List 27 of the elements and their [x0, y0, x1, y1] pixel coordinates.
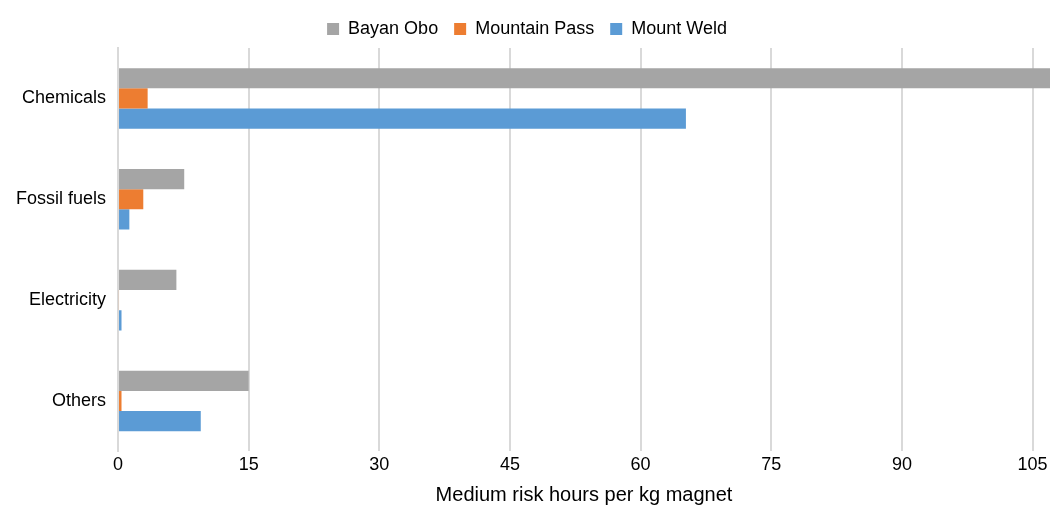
- bar: [119, 310, 122, 331]
- bar: [119, 88, 148, 109]
- bar: [119, 108, 686, 129]
- legend-label: Mount Weld: [631, 17, 727, 38]
- y-tick-label: Others: [52, 389, 107, 410]
- bar: [119, 68, 1050, 89]
- x-tick-label: 0: [113, 454, 124, 475]
- y-tick-label: Electricity: [29, 289, 107, 310]
- bar: [119, 370, 249, 391]
- legend-label: Bayan Obo: [348, 17, 439, 38]
- x-tick-label: 30: [369, 454, 390, 475]
- y-tick-label: Chemicals: [22, 87, 107, 108]
- bar: [119, 411, 201, 432]
- bar: [119, 209, 130, 230]
- x-tick-label: 15: [238, 454, 259, 475]
- x-axis-title: Medium risk hours per kg magnet: [435, 482, 733, 505]
- x-tick-label: 60: [630, 454, 651, 475]
- bar: [119, 390, 122, 412]
- legend-label: Mountain Pass: [475, 17, 595, 38]
- x-tick-label: 90: [891, 454, 912, 475]
- x-tick-label: 105: [1017, 454, 1048, 475]
- y-tick-label: Fossil fuels: [16, 188, 107, 209]
- bar: [119, 169, 185, 190]
- bar: [119, 189, 144, 210]
- bar: [119, 269, 177, 291]
- x-tick-label: 45: [499, 454, 520, 475]
- x-tick-label: 75: [761, 454, 782, 475]
